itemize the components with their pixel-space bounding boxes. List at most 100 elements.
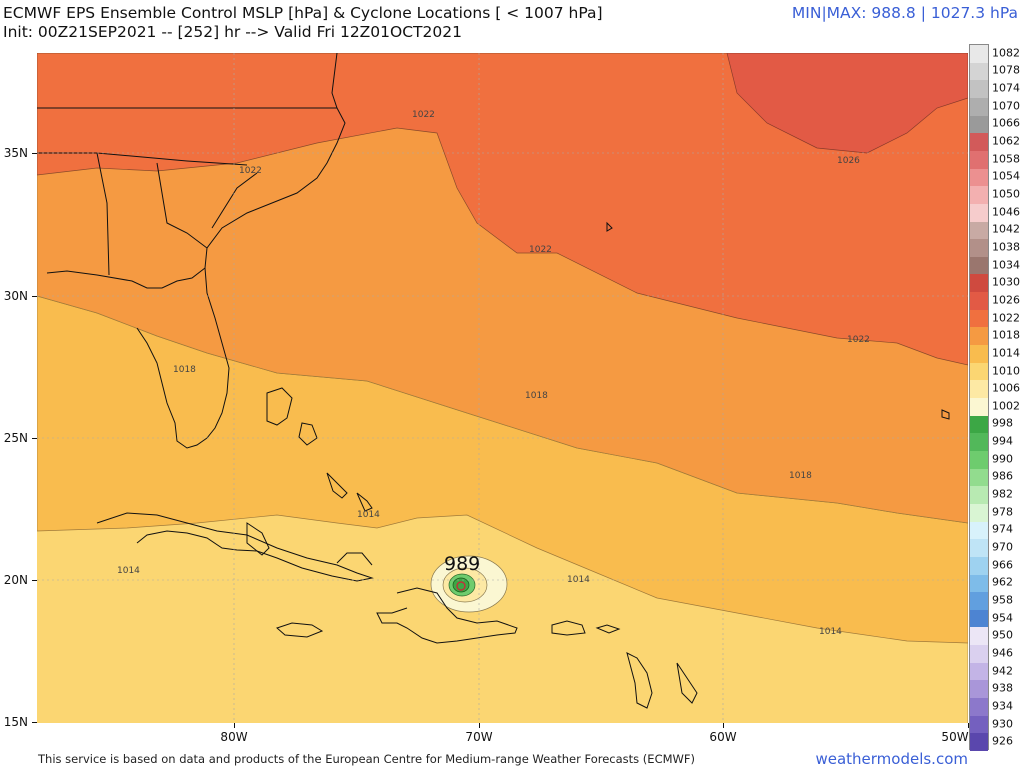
title-line-2: Init: 00Z21SEP2021 -- [252] hr --> Valid…: [3, 23, 462, 41]
colorbar-swatch: [970, 274, 988, 293]
contour-label: 1022: [239, 166, 262, 176]
colorbar-swatch: [970, 221, 988, 240]
contour-label: 1018: [789, 471, 812, 481]
colorbar-level-label: 1006: [992, 381, 1020, 395]
colorbar-swatch: [970, 521, 988, 540]
colorbar-swatch: [970, 203, 988, 222]
contour-label: 1022: [529, 245, 552, 255]
colorbar-level-label: 926: [992, 734, 1013, 748]
site-brand-link[interactable]: weathermodels.com: [815, 750, 968, 768]
latitude-label: 30N: [3, 289, 28, 303]
colorbar-swatch: [970, 80, 988, 99]
colorbar-level-label: 1030: [992, 275, 1020, 289]
colorbar-swatch: [970, 133, 988, 152]
colorbar-level-label: 1050: [992, 187, 1020, 201]
colorbar-swatch: [970, 150, 988, 170]
colorbar-level-label: 966: [992, 558, 1013, 572]
colorbar-level-label: 994: [992, 434, 1013, 448]
contour-label: 1014: [117, 566, 140, 576]
map-panel[interactable]: 1022 1022 1022 1022 1026 1018 1018 1018 …: [37, 53, 968, 723]
colorbar-level-label: 958: [992, 593, 1013, 607]
colorbar-swatch: [970, 292, 988, 311]
latitude-tick: [32, 153, 37, 154]
colorbar-level-label: 950: [992, 628, 1013, 642]
contour-label: 1014: [357, 510, 380, 520]
colorbar-swatch: [970, 592, 988, 611]
longitude-label: 80W: [220, 730, 248, 744]
contour-label: 1018: [173, 365, 196, 375]
colorbar-level-label: 1038: [992, 240, 1020, 254]
latitude-label: 15N: [3, 715, 28, 729]
colorbar-swatch: [970, 609, 988, 628]
coastlines: [37, 53, 950, 709]
contour-label: 1014: [819, 627, 842, 637]
contour-label: 1026: [837, 156, 860, 166]
colorbar-level-label: 1042: [992, 222, 1020, 236]
colorbar-level-label: 990: [992, 452, 1013, 466]
colorbar-swatch: [970, 327, 988, 346]
storm-core: [452, 577, 470, 593]
colorbar-level-label: 954: [992, 611, 1013, 625]
colorbar-swatch: [970, 62, 988, 81]
colorbar-swatch: [970, 662, 988, 681]
pressure-map: 1022 1022 1022 1022 1026 1018 1018 1018 …: [37, 53, 968, 723]
latitude-tick: [32, 580, 37, 581]
colorbar-swatch: [970, 468, 988, 487]
latitude-label: 35N: [3, 146, 28, 160]
longitude-tick: [968, 723, 969, 728]
colorbar-swatch: [970, 168, 988, 187]
colorbar-level-label: 974: [992, 522, 1013, 536]
colorbar-swatch: [970, 733, 988, 752]
colorbar-level-label: 1066: [992, 116, 1020, 130]
colorbar-swatch: [970, 309, 988, 328]
colorbar-level-label: 938: [992, 681, 1013, 695]
colorbar-level-label: 1078: [992, 63, 1020, 77]
contour-label: 1014: [567, 575, 590, 585]
colorbar-swatch: [970, 345, 988, 364]
colorbar-level-label: 1014: [992, 346, 1020, 360]
title-line-1: ECMWF EPS Ensemble Control MSLP [hPa] & …: [3, 4, 603, 22]
colorbar-level-label: 970: [992, 540, 1013, 554]
colorbar-level-label: 1010: [992, 364, 1020, 378]
colorbar-level-label: 1074: [992, 81, 1020, 95]
colorbar-swatch: [970, 398, 988, 417]
colorbar-level-label: 1022: [992, 311, 1020, 325]
colorbar-swatch: [970, 433, 988, 452]
latitude-label: 20N: [3, 573, 28, 587]
colorbar-level-label: 986: [992, 469, 1013, 483]
longitude-tick: [479, 723, 480, 728]
colorbar-level-label: 982: [992, 487, 1013, 501]
colorbar-swatch: [970, 115, 988, 134]
colorbar-level-label: 1054: [992, 169, 1020, 183]
colorbar-swatch: [970, 486, 988, 505]
colorbar-level-label: 962: [992, 575, 1013, 589]
colorbar-level-label: 942: [992, 664, 1013, 678]
storm-center-marker: [456, 581, 466, 591]
latitude-tick: [32, 296, 37, 297]
colorbar-swatch: [970, 715, 988, 734]
colorbar-swatch: [970, 680, 988, 699]
latitude-tick: [32, 438, 37, 439]
colorbar-swatch: [970, 627, 988, 646]
band-1026: [726, 53, 968, 154]
longitude-label: 70W: [465, 730, 493, 744]
colorbar-level-label: 946: [992, 646, 1013, 660]
colorbar-swatch: [970, 45, 988, 64]
colorbar-swatch: [970, 698, 988, 717]
contour-label: 1018: [525, 391, 548, 401]
colorbar-level-label: 934: [992, 699, 1013, 713]
chart-title: ECMWF EPS Ensemble Control MSLP [hPa] & …: [3, 4, 603, 42]
longitude-tick: [234, 723, 235, 728]
latitude-tick: [32, 722, 37, 723]
graticule: [37, 53, 968, 723]
longitude-label: 60W: [709, 730, 737, 744]
colorbar-level-label: 1070: [992, 99, 1020, 113]
colorbar-level-label: 1062: [992, 134, 1020, 148]
colorbar-swatch: [970, 574, 988, 593]
pressure-colorbar: [969, 44, 989, 752]
colorbar-level-label: 1082: [992, 46, 1020, 60]
colorbar-swatch: [970, 539, 988, 558]
longitude-tick: [723, 723, 724, 728]
latitude-label: 25N: [3, 431, 28, 445]
band-1022: [37, 53, 968, 366]
